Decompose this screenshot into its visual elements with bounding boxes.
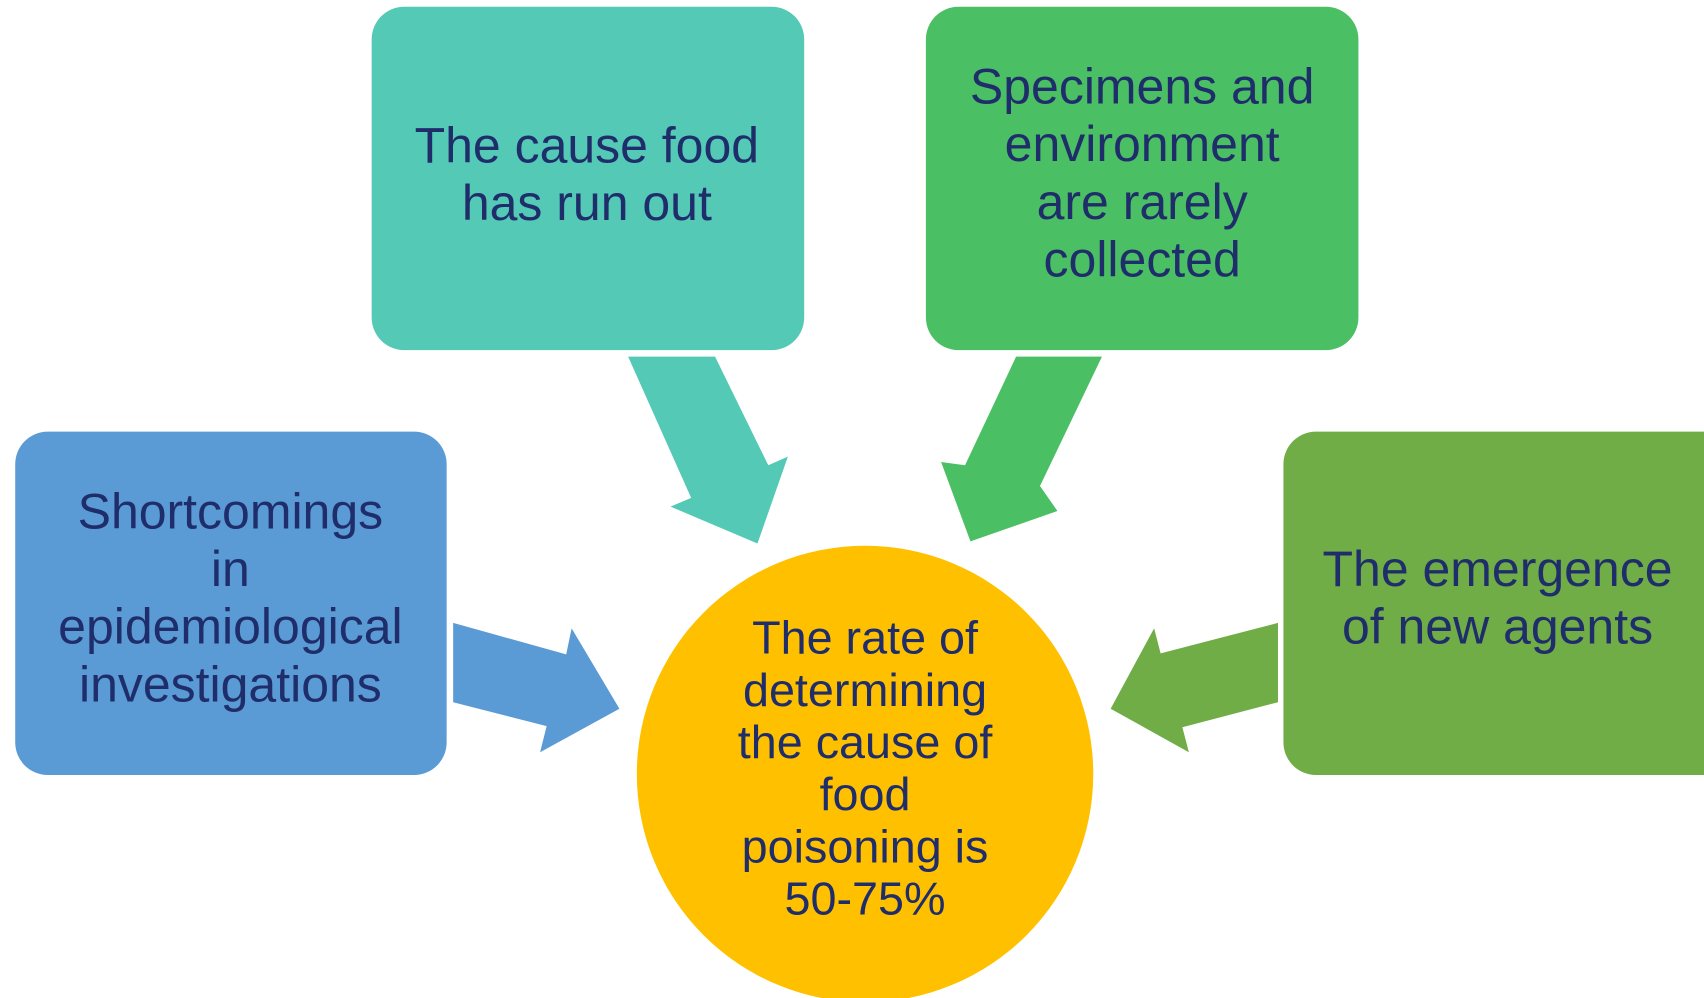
label-line: the cause of xyxy=(738,716,994,768)
label-line: Shortcomings xyxy=(78,484,384,540)
label-line: 50-75% xyxy=(785,873,946,925)
arrow xyxy=(453,622,620,753)
center-circle xyxy=(636,545,1094,998)
label-line: The cause food xyxy=(415,117,759,173)
label-line: collected xyxy=(1044,231,1241,287)
label-line: determining xyxy=(743,664,987,716)
node-box xyxy=(925,6,1359,351)
label-line: epidemiological xyxy=(58,599,402,655)
label-line: food xyxy=(820,768,911,820)
node-box xyxy=(15,431,447,776)
label-line: The emergence xyxy=(1323,541,1673,597)
label-line: are rarely xyxy=(1037,174,1248,230)
label-line: in xyxy=(211,541,250,597)
label-line: investigations xyxy=(79,656,382,712)
arrow xyxy=(628,356,788,544)
arrow xyxy=(941,356,1102,542)
label-line: poisoning is xyxy=(742,820,989,872)
node-box xyxy=(1283,431,1704,776)
label-line: Specimens and xyxy=(970,59,1314,115)
arrow xyxy=(1110,622,1278,753)
label-line: of new agents xyxy=(1342,599,1653,655)
label-line: has run out xyxy=(462,175,712,231)
label-line: environment xyxy=(1005,116,1280,172)
node-box xyxy=(371,6,805,351)
label-line: The rate of xyxy=(752,612,979,664)
